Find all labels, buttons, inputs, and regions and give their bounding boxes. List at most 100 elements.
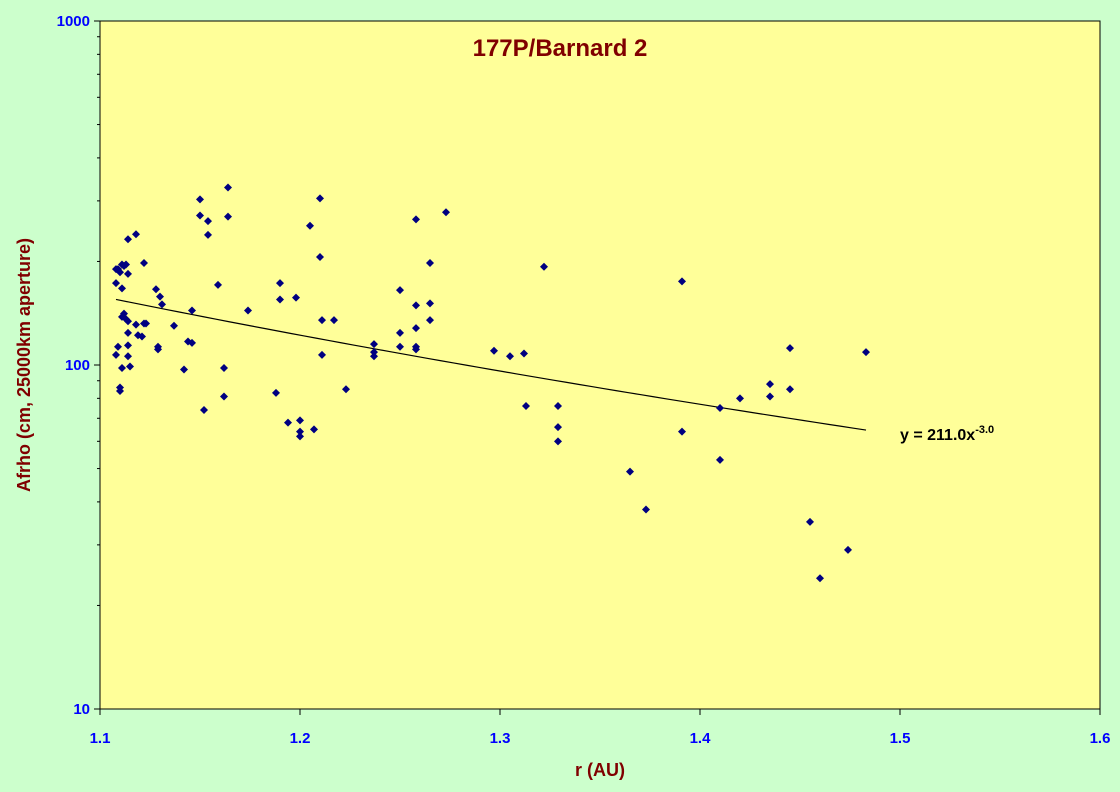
data-point — [220, 392, 228, 401]
data-point — [412, 345, 420, 354]
data-point — [132, 320, 140, 329]
data-point — [816, 574, 824, 583]
x-tick-label: 1.1 — [90, 730, 111, 747]
data-point — [124, 317, 132, 326]
data-point — [370, 352, 378, 361]
data-point — [140, 258, 148, 267]
data-point — [370, 348, 378, 357]
data-point — [678, 277, 686, 286]
data-point — [412, 324, 420, 333]
data-point — [554, 402, 562, 411]
data-point — [284, 418, 292, 427]
data-point — [116, 268, 124, 277]
data-point — [116, 387, 124, 396]
data-point — [554, 437, 562, 446]
data-point — [124, 341, 132, 350]
data-point — [490, 346, 498, 355]
x-tick-label: 1.6 — [1090, 730, 1111, 747]
data-point — [370, 340, 378, 349]
data-point — [158, 300, 166, 309]
y-tick-label: 1000 — [57, 13, 90, 30]
data-point — [396, 286, 404, 295]
trendline — [115, 298, 867, 431]
data-point — [306, 221, 314, 230]
data-point — [114, 342, 122, 351]
data-point — [180, 365, 188, 374]
data-point — [766, 392, 774, 401]
data-point — [276, 295, 284, 304]
data-point — [124, 328, 132, 337]
data-point — [520, 349, 528, 358]
data-point — [112, 279, 120, 288]
data-point — [124, 352, 132, 361]
data-point — [310, 425, 318, 434]
data-point — [426, 299, 434, 308]
data-point — [124, 269, 132, 278]
y-tick-label: 10 — [73, 701, 90, 718]
data-point — [188, 338, 196, 347]
data-point — [276, 279, 284, 288]
data-point — [188, 306, 196, 315]
data-point — [862, 348, 870, 357]
x-tick-label: 1.2 — [290, 730, 311, 747]
trendline-equation-main: y = 211.0x — [900, 427, 975, 444]
y-tick-label: 100 — [65, 357, 90, 374]
data-point — [296, 432, 304, 441]
data-point — [204, 217, 212, 226]
data-point — [396, 342, 404, 351]
data-point — [522, 402, 530, 411]
data-point — [118, 284, 126, 293]
data-point — [442, 208, 450, 217]
x-tick-label: 1.3 — [490, 730, 511, 747]
data-point — [678, 427, 686, 436]
x-tick-label: 1.5 — [890, 730, 911, 747]
data-point — [220, 364, 228, 373]
data-point — [318, 316, 326, 325]
data-point — [786, 344, 794, 353]
data-point — [170, 321, 178, 330]
data-point — [412, 301, 420, 310]
data-markers — [112, 183, 870, 583]
data-point — [806, 517, 814, 526]
data-point — [296, 427, 304, 436]
data-point — [122, 260, 130, 269]
trendline-equation: y = 211.0x-3.0 — [900, 424, 994, 444]
y-axis-title: Afrho (cm, 25000km aperture) — [14, 238, 34, 492]
data-point — [124, 235, 132, 244]
y-minor-ticks — [97, 36, 100, 606]
data-point — [196, 195, 204, 204]
data-point — [316, 253, 324, 262]
data-point — [224, 212, 232, 221]
data-point — [152, 285, 160, 294]
data-point — [196, 211, 204, 220]
data-point — [342, 385, 350, 394]
data-point — [126, 362, 134, 371]
data-point — [316, 194, 324, 203]
plot-area — [99, 20, 1101, 710]
data-point — [396, 328, 404, 337]
data-point — [142, 319, 150, 328]
data-point — [132, 230, 140, 239]
data-point — [330, 316, 338, 325]
data-point — [736, 394, 744, 403]
data-point — [204, 230, 212, 239]
trendline-equation-exponent: -3.0 — [975, 424, 994, 436]
data-point — [506, 352, 514, 361]
data-point — [412, 215, 420, 224]
data-point — [156, 292, 164, 301]
data-point — [642, 505, 650, 514]
data-point — [716, 403, 724, 412]
data-point — [296, 416, 304, 425]
data-point — [244, 306, 252, 315]
data-point — [292, 293, 300, 302]
data-point — [554, 423, 562, 432]
data-point — [138, 332, 146, 341]
data-point — [118, 364, 126, 373]
x-axis-ticks: 1.1 1.2 1.3 1.4 1.5 1.6 — [90, 709, 1111, 747]
data-point — [318, 350, 326, 359]
data-point — [766, 380, 774, 389]
data-point — [716, 455, 724, 464]
data-point — [786, 385, 794, 394]
y-axis-ticks: 10 100 1000 — [57, 13, 100, 718]
